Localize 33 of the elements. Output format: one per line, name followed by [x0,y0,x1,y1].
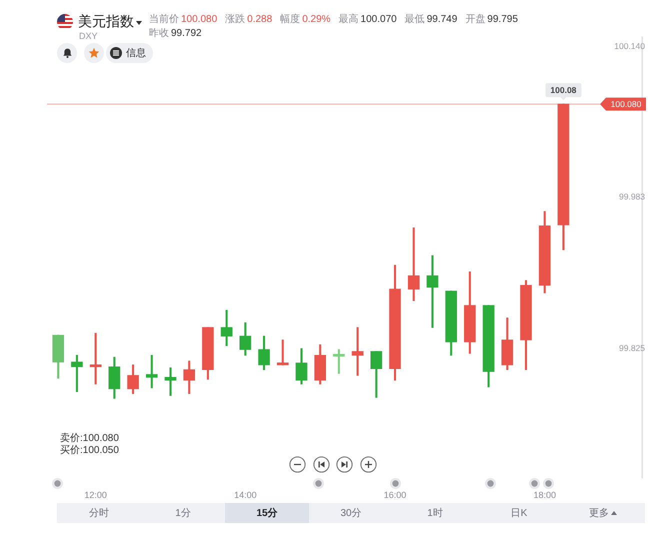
text: 99.749 [426,14,458,26]
annotation: 99.792 [171,28,202,40]
tab-bar: 分时 1分 15分 30分 1时 日K 更多 [57,503,645,523]
annotation: 100.08 [550,84,577,95]
text: 最高 [338,14,359,26]
text: 0.29% [302,14,331,26]
y-tick-label: 99.825 [619,342,646,353]
x-tick-label: 16:00 [384,490,406,500]
candlestick [408,227,420,301]
chart-title: 美元指数 [78,13,134,29]
annotation: 信息 [126,46,146,60]
candlestick [276,340,289,366]
annotation: 买价:100.050 [60,445,119,457]
y-tick-label: 99.983 [619,191,646,202]
annotation: 昨收 [149,28,169,40]
annotation: 卖价:100.080 [60,433,119,445]
text: 0.288 [247,14,272,26]
info-button: 信息 [106,43,153,63]
text: 涨跌 [225,14,246,26]
x-tick-label: 14:00 [234,490,257,500]
text: 100.070 [360,14,397,26]
text: 当前价 [149,14,179,26]
text: 100.080 [181,14,218,26]
candlestick [90,332,102,384]
text: 开盘 [465,14,486,26]
x-tick-label: 18:00 [533,490,556,500]
ref-line-label: 100.080 [610,98,642,109]
text: 最低 [404,14,425,26]
y-tick-label: 100.140 [614,40,646,51]
x-tick-label: 12:00 [84,490,107,500]
text: 99.795 [487,14,518,26]
text: 幅度 [280,14,300,26]
chart-subtitle: DXY [79,30,98,42]
